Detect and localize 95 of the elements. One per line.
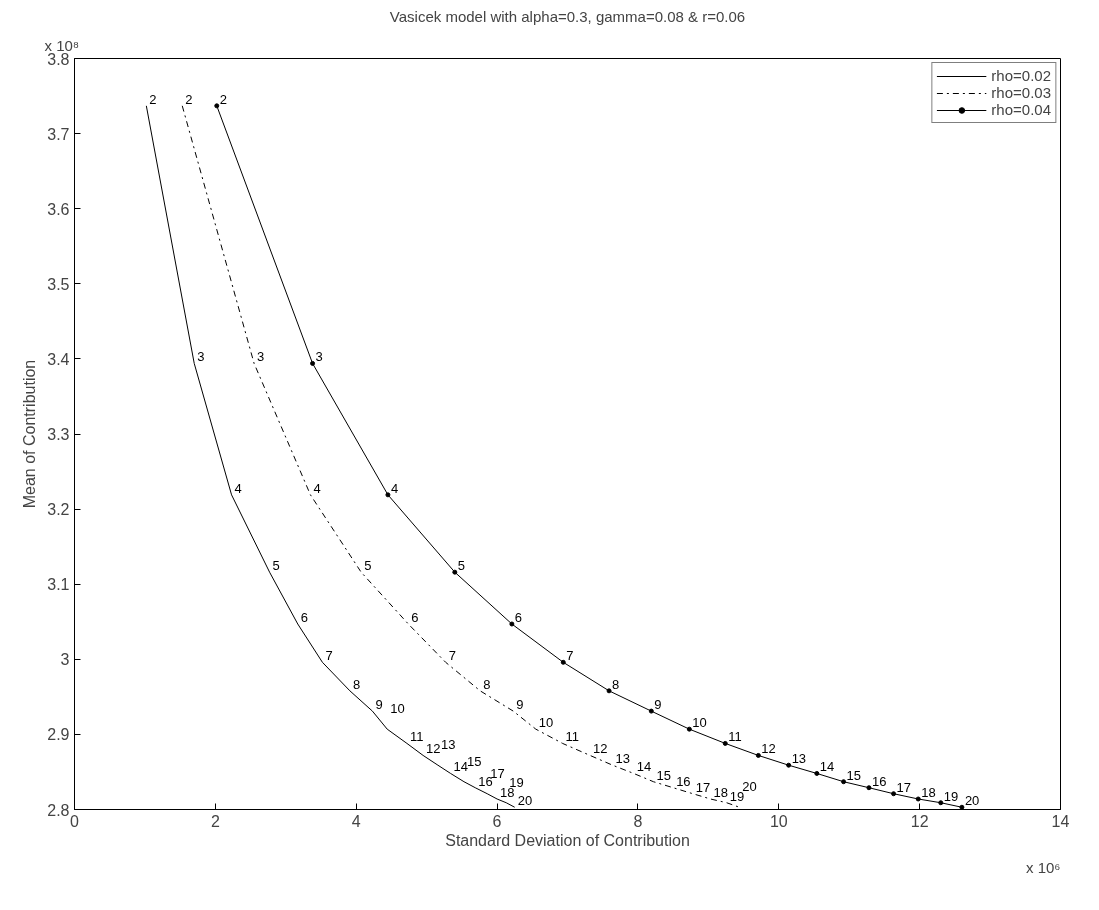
point	[722, 740, 728, 746]
annotation: 17	[695, 779, 711, 795]
annotation: 6	[411, 610, 419, 625]
point	[866, 785, 872, 791]
annotation: 6	[300, 610, 308, 625]
point	[786, 762, 792, 768]
x-tick-label: 14	[1051, 812, 1070, 830]
annotation: 20	[517, 793, 533, 809]
annotation: 12	[426, 741, 441, 757]
annotation: 15	[846, 767, 862, 783]
annotation: 12	[761, 741, 776, 757]
chart-title: Vasicek model with alpha=0.3, gamma=0.08 & r=0.06	[389, 7, 746, 25]
annotation: 7	[325, 648, 333, 664]
annotation: 17	[896, 779, 912, 795]
annotation: 10	[692, 715, 707, 731]
annotation: 10	[538, 715, 554, 731]
x-tick-label: 10	[769, 812, 788, 830]
annotation: 2	[185, 91, 193, 107]
annotation: 14	[819, 759, 835, 775]
annotation: 4	[234, 480, 242, 496]
x-tick-label: 4	[351, 812, 361, 830]
point	[310, 360, 316, 366]
point	[755, 752, 761, 758]
annotation: 16	[676, 773, 691, 789]
y-tick-label: 2.8	[47, 801, 70, 819]
annotation: 4	[313, 480, 321, 496]
text: x 10⁶	[1025, 858, 1061, 876]
point	[648, 708, 654, 714]
annotation: 12	[593, 741, 608, 757]
legend-label: rho=0.02	[991, 67, 1051, 84]
annotation: 14	[453, 759, 469, 775]
annotation: 9	[654, 697, 662, 713]
annotation: 11	[728, 729, 742, 745]
y-tick-label: 3.3	[47, 426, 70, 443]
y-tick-label: 3.6	[47, 200, 70, 218]
x-axis-title: Standard Deviation of Contribution	[445, 831, 690, 849]
annotation: 3	[197, 349, 205, 365]
point	[606, 688, 612, 694]
annotation: 13	[791, 751, 807, 767]
annotation: 15	[656, 767, 671, 783]
legend-label: rho=0.03	[991, 84, 1051, 101]
point	[686, 726, 692, 732]
y-tick-label: 3.4	[47, 350, 70, 368]
x-tick-label: 12	[910, 812, 929, 830]
y-tick-label: 3.1	[47, 576, 70, 594]
annotation: 4	[390, 480, 399, 496]
annotation: 2	[149, 91, 157, 107]
legend-label: rho=0.04	[991, 101, 1051, 118]
annotation: 7	[448, 648, 456, 664]
annotation: 5	[272, 558, 280, 574]
annotation: 16	[478, 773, 493, 789]
x-tick-label: 2	[210, 812, 220, 830]
point	[385, 492, 391, 498]
annotation: 8	[612, 676, 620, 692]
annotation: 9	[375, 697, 383, 713]
annotation: 10	[390, 701, 405, 717]
point	[509, 621, 515, 627]
y-axis-title: Mean of Contribution	[21, 359, 39, 509]
annotation: 11	[565, 729, 580, 745]
annotation: 11	[409, 729, 424, 745]
annotation: 5	[457, 558, 466, 574]
annotation: 5	[364, 558, 372, 574]
annotation: 18	[921, 784, 936, 800]
y-tick-label: 3	[60, 651, 70, 669]
point	[814, 770, 820, 776]
x-tick-label: 6	[492, 812, 502, 830]
y-tick-label: 3.2	[47, 501, 70, 519]
annotation: 3	[257, 349, 265, 365]
annotation: 13	[440, 737, 456, 753]
point	[452, 569, 458, 575]
y-tick-label: 2.9	[47, 726, 70, 744]
point	[915, 796, 921, 802]
annotation: 16	[871, 773, 887, 789]
point	[214, 103, 220, 109]
x-tick-label: 8	[633, 812, 643, 830]
annotation: 8	[483, 676, 491, 692]
annotation: 14	[636, 759, 652, 775]
annotation: 2	[219, 91, 227, 107]
annotation: 13	[615, 751, 631, 767]
point	[891, 791, 897, 797]
y-tick-label: 3.7	[47, 125, 70, 143]
point	[560, 659, 566, 665]
annotation: 20	[964, 793, 980, 809]
annotation: 7	[566, 648, 574, 664]
point	[938, 800, 944, 806]
point	[959, 804, 965, 810]
y-tick-label: 3.5	[47, 275, 70, 293]
annotation: 19	[943, 788, 959, 804]
annotation: 8	[352, 676, 361, 692]
annotation: 18	[713, 784, 728, 800]
annotation: 3	[315, 349, 323, 365]
annotation: 6	[514, 610, 523, 625]
annotation: 9	[516, 697, 524, 713]
point	[841, 779, 847, 785]
x-tick-label: 0	[70, 812, 80, 830]
